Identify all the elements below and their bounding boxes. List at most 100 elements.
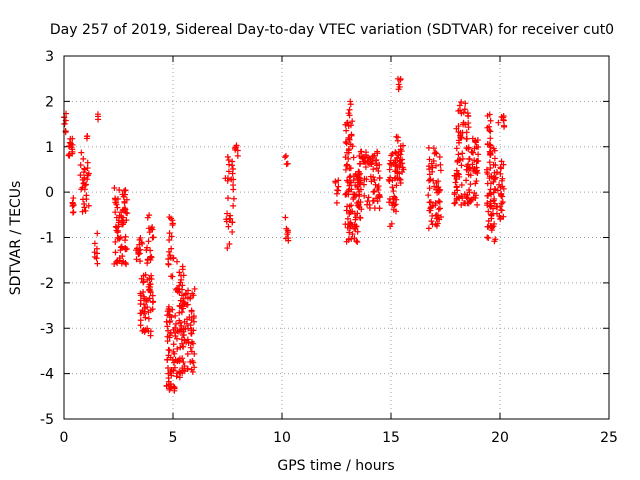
data-point — [458, 110, 465, 117]
data-point — [117, 247, 124, 254]
data-point — [345, 110, 352, 117]
data-point — [436, 198, 443, 205]
data-point — [177, 297, 184, 304]
data-point — [353, 238, 360, 245]
data-point — [487, 135, 494, 142]
data-point — [490, 178, 497, 185]
data-point — [84, 133, 91, 140]
data-point — [70, 201, 77, 208]
data-point — [168, 233, 175, 240]
data-point — [284, 227, 291, 234]
data-point — [498, 158, 505, 165]
data-point — [229, 158, 236, 165]
data-point — [94, 250, 101, 257]
data-point — [187, 358, 194, 365]
data-point — [168, 215, 175, 222]
data-cluster — [282, 214, 292, 244]
data-point — [491, 220, 498, 227]
data-point — [85, 202, 92, 209]
data-point — [427, 204, 434, 211]
data-point — [374, 150, 381, 157]
data-point — [491, 175, 498, 182]
data-point — [356, 170, 363, 177]
data-point — [147, 307, 154, 314]
data-point — [184, 351, 191, 358]
data-point — [459, 195, 466, 202]
y-tick-label: 3 — [45, 49, 54, 65]
data-point — [113, 214, 120, 221]
data-point — [145, 315, 152, 322]
data-point — [471, 157, 478, 164]
data-point — [426, 199, 433, 206]
x-tick-label: 0 — [60, 430, 69, 446]
data-point — [436, 154, 443, 161]
data-point — [485, 235, 492, 242]
data-point — [114, 195, 121, 202]
data-point — [179, 355, 186, 362]
data-point — [176, 317, 183, 324]
data-point — [487, 165, 494, 172]
data-point — [282, 214, 289, 221]
data-point — [466, 156, 473, 163]
data-point — [146, 212, 153, 219]
data-point — [451, 172, 458, 179]
data-point — [333, 199, 340, 206]
data-point — [82, 207, 89, 214]
data-point — [500, 161, 507, 168]
data-point — [332, 178, 339, 185]
data-point — [465, 113, 472, 120]
data-point — [427, 176, 434, 183]
data-point — [180, 272, 187, 279]
data-point — [184, 301, 191, 308]
data-point — [176, 269, 183, 276]
data-point — [461, 106, 468, 113]
data-point — [361, 192, 368, 199]
data-point — [121, 206, 128, 213]
data-point — [188, 317, 195, 324]
data-point — [164, 356, 171, 363]
data-point — [354, 228, 361, 235]
data-point — [114, 234, 121, 241]
data-point — [370, 166, 377, 173]
data-point — [451, 200, 458, 207]
data-point — [180, 295, 187, 302]
data-cluster — [178, 285, 198, 377]
data-point — [343, 140, 350, 147]
data-point — [467, 181, 474, 188]
data-point — [190, 359, 197, 366]
data-point — [487, 198, 494, 205]
data-point — [485, 208, 492, 215]
data-point — [142, 314, 149, 321]
data-point — [145, 238, 152, 245]
data-point — [362, 149, 369, 156]
data-point — [344, 215, 351, 222]
data-point — [166, 237, 173, 244]
data-point — [149, 234, 156, 241]
data-point — [396, 175, 403, 182]
data-point — [171, 385, 178, 392]
data-point — [425, 144, 432, 151]
data-point — [171, 364, 178, 371]
data-point — [489, 210, 496, 217]
data-point — [181, 300, 188, 307]
data-point — [486, 159, 493, 166]
data-point — [191, 364, 198, 371]
data-point — [188, 308, 195, 315]
data-point — [371, 205, 378, 212]
data-point — [484, 223, 491, 230]
data-point — [458, 162, 465, 169]
data-point — [137, 317, 144, 324]
data-point — [376, 161, 383, 168]
data-cluster — [231, 142, 241, 159]
data-point — [138, 239, 145, 246]
data-point — [146, 295, 153, 302]
data-point — [348, 221, 355, 228]
data-points — [61, 75, 508, 394]
data-point — [367, 158, 374, 165]
data-point — [119, 191, 126, 198]
data-point — [135, 251, 142, 258]
data-point — [168, 273, 175, 280]
data-point — [94, 230, 101, 237]
data-point — [226, 240, 233, 247]
data-point — [139, 240, 146, 247]
